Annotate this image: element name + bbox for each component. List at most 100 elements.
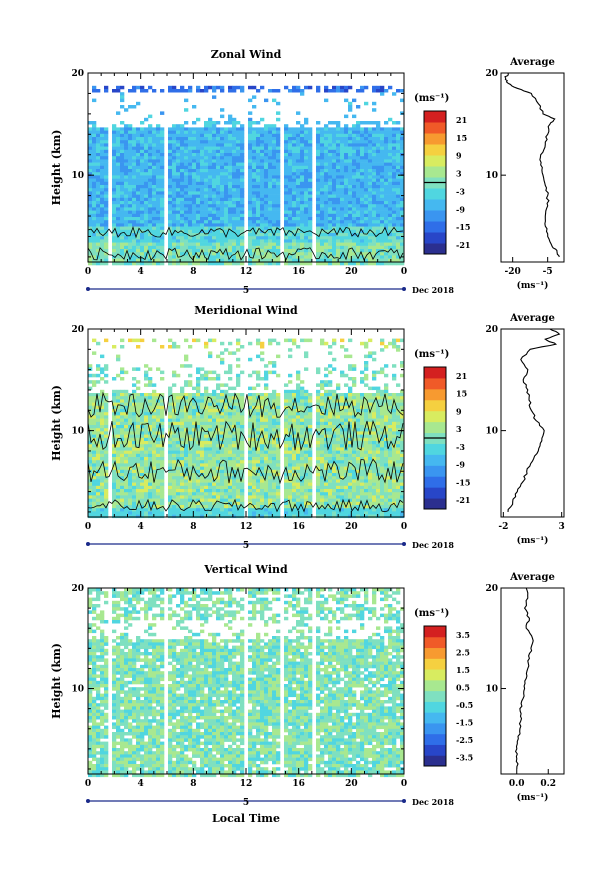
heatmap-cell [284, 226, 289, 231]
heatmap-cell [296, 252, 301, 256]
heatmap-cell [268, 137, 273, 141]
heatmap-cell [192, 130, 197, 135]
heatmap-cell [284, 217, 289, 221]
heatmap-cell [180, 188, 185, 192]
heatmap-cell [240, 188, 245, 192]
heatmap-cell [176, 185, 181, 189]
heatmap-cell [248, 258, 253, 263]
heatmap-cell [88, 146, 93, 151]
heatmap-cell [332, 223, 337, 227]
heatmap-cell [400, 146, 405, 151]
heatmap-cell [112, 89, 117, 93]
heatmap-cell [220, 236, 225, 240]
heatmap-cell [120, 415, 125, 419]
heatmap-cell [268, 124, 273, 128]
heatmap-cell [168, 255, 173, 259]
heatmap-cell [240, 85, 245, 90]
heatmap-cell [256, 191, 261, 195]
heatmap-cell [224, 252, 229, 256]
heatmap-cell [176, 466, 181, 471]
heatmap-cell [352, 127, 357, 131]
heatmap-cell [376, 223, 381, 227]
heatmap-cell [252, 85, 257, 90]
heatmap-cell [400, 89, 405, 93]
heatmap-cell [140, 229, 145, 234]
heatmap-cell [140, 501, 145, 506]
heatmap-cell [372, 172, 377, 176]
heatmap-cell [96, 261, 101, 266]
heatmap-cell [180, 137, 185, 141]
heatmap-cell [336, 181, 341, 186]
heatmap-cell [360, 207, 365, 211]
heatmap-cell [228, 402, 233, 407]
heatmap-cell [288, 137, 293, 141]
y-tick-label: 20 [71, 69, 84, 79]
heatmap-cell [256, 137, 261, 141]
heatmap-cell [160, 450, 165, 455]
heatmap-cell [192, 431, 197, 435]
heatmap-cell [248, 85, 253, 90]
heatmap-cell [240, 89, 245, 93]
heatmap-cell [104, 482, 109, 487]
heatmap-cell [272, 239, 277, 243]
heatmap-cell [192, 501, 197, 506]
heatmap-cell [212, 127, 217, 131]
heatmap-cell [188, 463, 193, 467]
heatmap-cell [100, 191, 105, 195]
heatmap-cell [252, 229, 257, 234]
heatmap-cell [396, 201, 401, 205]
heatmap-cell [144, 460, 149, 464]
heatmap-cell [200, 402, 205, 407]
heatmap-cell [208, 217, 213, 221]
heatmap-cell [196, 133, 201, 138]
heatmap-cell [188, 492, 193, 496]
heatmap-cell [392, 242, 397, 247]
heatmap-cell [184, 252, 189, 256]
heatmap-cell [136, 453, 141, 458]
heatmap-cell [228, 181, 233, 186]
heatmap-cell [388, 133, 393, 138]
heatmap-cell [112, 489, 117, 493]
heatmap-cell [140, 85, 145, 90]
heatmap-cell [396, 204, 401, 208]
heatmap-cell [196, 383, 201, 387]
heatmap-cell [212, 255, 217, 259]
heatmap-cell [124, 143, 129, 147]
heatmap-cell [208, 514, 213, 519]
heatmap-cell [400, 226, 405, 231]
heatmap-cell [120, 191, 125, 195]
heatmap-cell [92, 460, 97, 464]
heatmap-cell [92, 425, 97, 429]
heatmap-cell [120, 105, 125, 109]
heatmap-cell [296, 217, 301, 221]
heatmap-cell [396, 210, 401, 215]
heatmap-cell [292, 159, 297, 163]
heatmap-cell [264, 159, 269, 163]
heatmap-cell [316, 121, 321, 125]
heatmap-cell [104, 447, 109, 451]
heatmap-cell [168, 213, 173, 218]
heatmap-cell [208, 169, 213, 173]
heatmap-cell [124, 485, 129, 490]
heatmap-cell [204, 207, 209, 211]
heatmap-cell [200, 217, 205, 221]
heatmap-cell [220, 233, 225, 237]
heatmap-cell [112, 399, 117, 403]
heatmap-cell [168, 172, 173, 176]
heatmap-cell [332, 121, 337, 125]
heatmap-cell [220, 229, 225, 234]
heatmap-cell [372, 175, 377, 179]
heatmap-cell [196, 399, 201, 403]
heatmap-cell [292, 242, 297, 247]
heatmap-cell [348, 233, 353, 237]
heatmap-cell [264, 175, 269, 179]
heatmap-cell [184, 354, 189, 359]
heatmap-cell [184, 479, 189, 483]
heatmap-cell [168, 386, 173, 391]
heatmap-cell [152, 242, 157, 247]
heatmap-cell [340, 255, 345, 259]
heatmap-cell [224, 428, 229, 432]
heatmap-cell [124, 399, 129, 403]
heatmap-cell [296, 172, 301, 176]
heatmap-cell [228, 239, 233, 243]
